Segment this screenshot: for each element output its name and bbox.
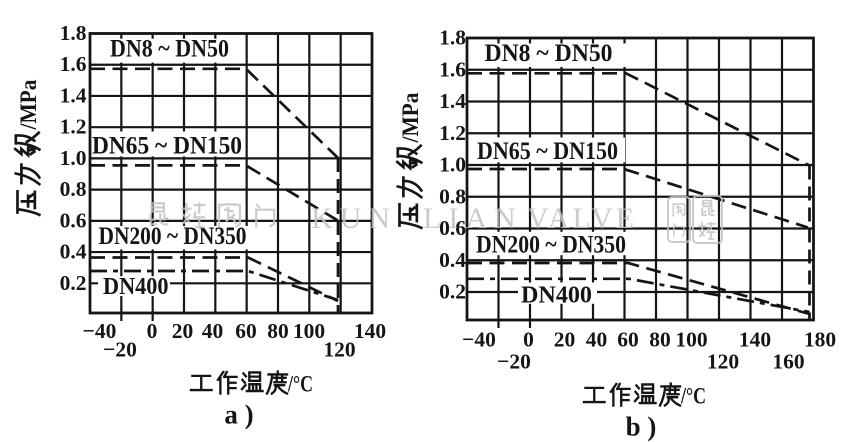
svg-text:0.6: 0.6 [60, 208, 87, 232]
svg-text:DN200 ~ DN350: DN200 ~ DN350 [476, 232, 626, 259]
svg-text:40: 40 [586, 328, 608, 352]
svg-text:1.6: 1.6 [60, 52, 87, 76]
svg-text:1.2: 1.2 [439, 121, 466, 145]
svg-text:/°C: /°C [287, 372, 313, 397]
svg-text:1.4: 1.4 [60, 83, 87, 107]
svg-text:160: 160 [772, 350, 804, 374]
svg-text:−20: −20 [103, 338, 137, 362]
svg-text:VALVE: VALVE [527, 202, 637, 235]
svg-text:b ): b ) [626, 412, 657, 442]
svg-text:1.0: 1.0 [60, 146, 87, 170]
svg-text:/MPa: /MPa [16, 79, 42, 130]
svg-text:0.4: 0.4 [60, 240, 87, 264]
svg-text:120: 120 [323, 338, 355, 362]
svg-text:100: 100 [293, 319, 325, 343]
svg-text:0.6: 0.6 [439, 216, 466, 240]
svg-text:DN400: DN400 [521, 283, 592, 309]
svg-text:1.0: 1.0 [439, 153, 466, 177]
svg-text:/MPa: /MPa [398, 92, 424, 143]
svg-text:140: 140 [354, 319, 386, 343]
svg-text:DN200 ~ DN350: DN200 ~ DN350 [99, 223, 247, 250]
svg-text:180: 180 [804, 328, 836, 352]
svg-text:0: 0 [523, 328, 534, 352]
svg-text:40: 40 [202, 319, 224, 343]
svg-text:/°C: /°C [680, 384, 706, 409]
svg-text:DN400: DN400 [103, 274, 169, 300]
svg-text:DN8 ~ DN50: DN8 ~ DN50 [485, 40, 613, 67]
svg-text:1.4: 1.4 [439, 89, 466, 113]
svg-text:0: 0 [147, 319, 158, 343]
svg-text:DN8 ~ DN50: DN8 ~ DN50 [110, 36, 229, 63]
svg-text:1.8: 1.8 [60, 21, 87, 45]
svg-text:140: 140 [739, 328, 771, 352]
svg-text:60: 60 [617, 328, 639, 352]
svg-text:1.8: 1.8 [439, 26, 466, 50]
svg-text:0.8: 0.8 [60, 177, 87, 201]
svg-text:−40: −40 [83, 319, 117, 343]
svg-text:0.2: 0.2 [60, 271, 87, 295]
svg-text:KUN: KUN [311, 202, 397, 235]
svg-text:−20: −20 [497, 350, 531, 374]
svg-text:20: 20 [554, 328, 576, 352]
svg-text:80: 80 [267, 319, 289, 343]
svg-text:1.6: 1.6 [439, 57, 466, 81]
svg-text:0.4: 0.4 [439, 248, 466, 272]
svg-text:80: 80 [649, 328, 671, 352]
svg-text:DN65 ~ DN150: DN65 ~ DN150 [92, 133, 242, 160]
svg-text:0.2: 0.2 [439, 280, 466, 304]
svg-text:a ): a ) [224, 400, 253, 430]
svg-text:1.2: 1.2 [60, 115, 87, 139]
svg-text:−40: −40 [462, 328, 496, 352]
svg-text:DN65 ~ DN150: DN65 ~ DN150 [477, 138, 618, 165]
svg-text:20: 20 [172, 319, 194, 343]
svg-text:100: 100 [675, 328, 707, 352]
svg-text:LIAN: LIAN [423, 202, 523, 235]
svg-text:60: 60 [235, 319, 257, 343]
svg-text:0.8: 0.8 [439, 184, 466, 208]
svg-text:120: 120 [707, 350, 739, 374]
